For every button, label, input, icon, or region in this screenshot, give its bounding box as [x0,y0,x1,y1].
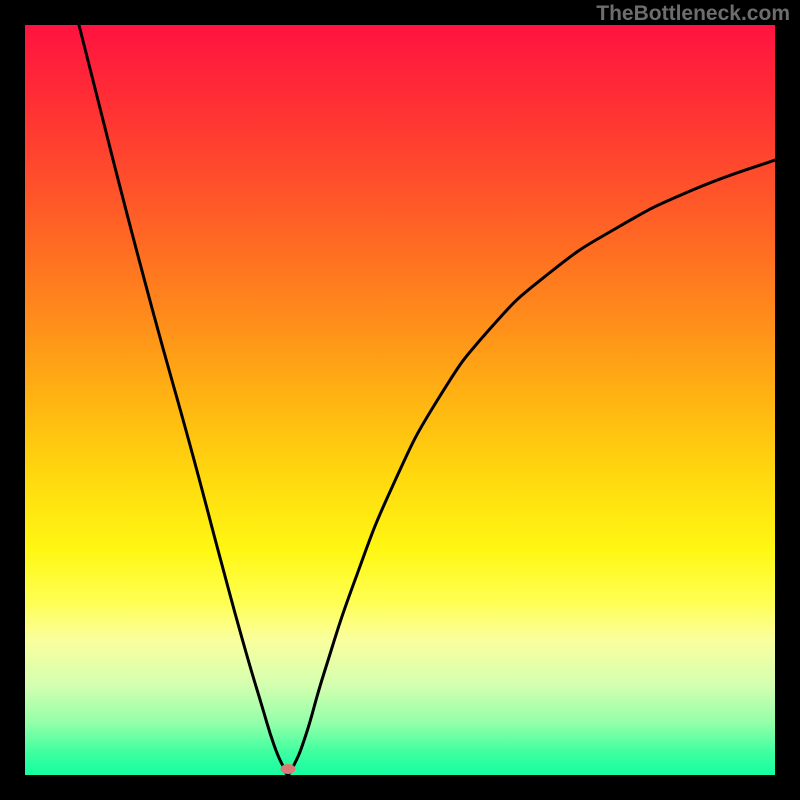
watermark-text: TheBottleneck.com [596,2,790,26]
v-curve-path [79,25,775,774]
curve-svg [25,25,775,775]
plot-area [25,25,775,775]
apex-marker [280,764,295,774]
